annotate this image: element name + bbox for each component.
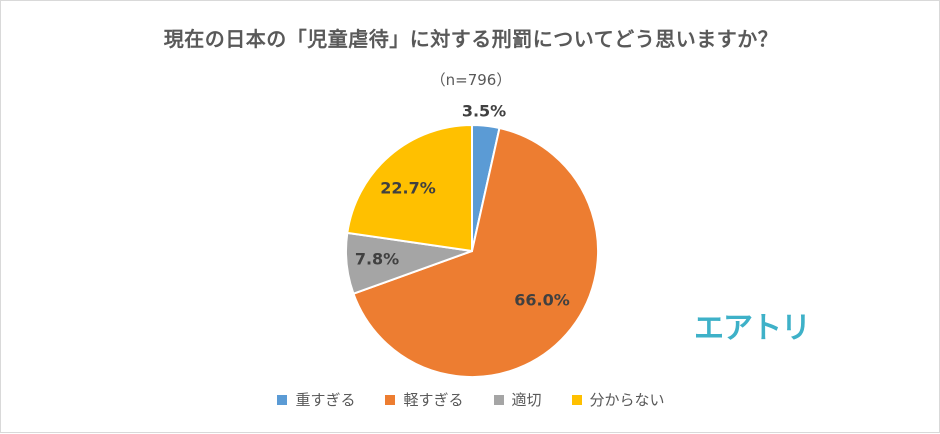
airtrip-logo: エアトリ	[694, 311, 811, 346]
data-label-3: 7.8%	[355, 250, 399, 269]
legend-swatch	[493, 394, 504, 405]
legend-label: 重すぎる	[295, 391, 356, 409]
legend-swatch	[277, 394, 288, 405]
legend-swatch	[385, 394, 396, 405]
legend-label: 分からない	[589, 391, 665, 409]
legend-label: 軽すぎる	[403, 391, 464, 409]
data-label-2: 66.0%	[514, 291, 570, 310]
chart-legend: 重すぎる 軽すぎる 適切 分からない	[1, 389, 940, 410]
legend-item-2: 軽すぎる	[385, 389, 464, 410]
pie-slice-2	[352, 126, 599, 378]
legend-swatch	[571, 394, 582, 405]
chart-subtitle: （n=796）	[430, 71, 512, 89]
legend-item-1: 重すぎる	[277, 389, 355, 410]
data-label-4: 22.7%	[380, 179, 436, 198]
pie-slice-4	[346, 123, 473, 253]
legend-item-4: 分からない	[571, 389, 665, 410]
chart-title: 現在の日本の「児童虐待」に対する刑罰についてどう思いますか？	[163, 27, 779, 51]
legend-item-3: 適切	[493, 389, 542, 410]
data-label-1: 3.5%	[462, 102, 506, 121]
legend-label: 適切	[511, 391, 542, 409]
